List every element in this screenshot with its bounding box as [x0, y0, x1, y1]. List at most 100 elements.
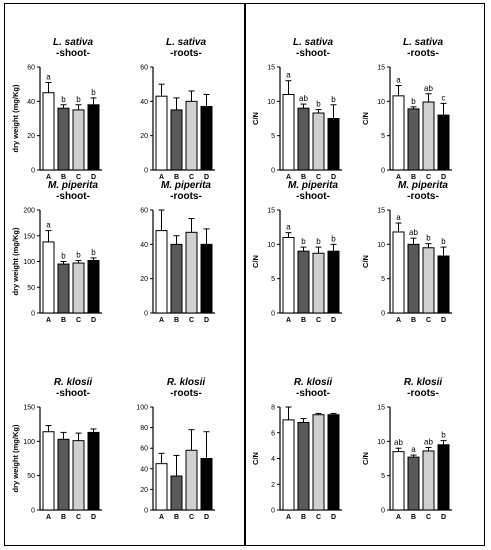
chart-12-x-tick-label: D: [441, 514, 446, 521]
chart-11-x-tick-label: C: [316, 514, 321, 521]
chart-7-bar-B: [297, 250, 310, 314]
chart-7-y-tick-label: 5: [271, 276, 275, 283]
chart-9-x-tick-label: B: [61, 514, 66, 521]
chart-5-y-tick-label: 150: [23, 233, 35, 240]
chart-12-y-tick-label: 0: [381, 508, 385, 515]
chart-9-bar-C: [72, 440, 85, 511]
chart-7-subtitle: -shoot-: [296, 191, 330, 202]
chart-10-y-tick-label: 80: [140, 425, 148, 432]
chart-1-x-tick-label: C: [76, 174, 81, 181]
chart-5-subtitle: -shoot-: [56, 191, 90, 202]
chart-3-y-tick-label: 15: [267, 65, 275, 72]
chart-8-bar-B: [407, 243, 420, 314]
chart-5-y-label: dry weight (mg/Kg): [11, 227, 20, 295]
chart-12-sig-letter: ab: [424, 438, 433, 447]
chart-2-x-tick-label: D: [204, 174, 209, 181]
chart-1-sig-letter: a: [46, 72, 51, 81]
chart-1-y-tick-label: 40: [27, 99, 35, 106]
chart-7-x-tick-label: B: [301, 317, 306, 324]
chart-12-x-tick-label: C: [426, 514, 431, 521]
chart-3-sig-letter: b: [316, 100, 321, 109]
chart-11-bar-B: [297, 421, 310, 511]
chart-6-subtitle: -roots-: [170, 191, 202, 202]
chart-10-y-tick-label: 100: [136, 405, 148, 412]
chart-10-bar-B: [170, 475, 183, 511]
chart-2-y-tick-label: 20: [140, 133, 148, 140]
chart-4-title: L. sativa: [403, 37, 443, 48]
chart-5-bar-A: [42, 241, 55, 314]
chart-1-x-tick-label: A: [46, 174, 51, 181]
chart-2-subtitle: -roots-: [170, 48, 202, 59]
chart-2-bar-B: [170, 109, 183, 171]
chart-3-x-tick-label: C: [316, 174, 321, 181]
chart-1-y-tick-label: 60: [27, 65, 35, 72]
chart-8-y-tick-label: 10: [377, 242, 385, 249]
chart-8-sig-letter: ab: [409, 228, 418, 237]
chart-5-y-tick-label: 100: [23, 259, 35, 266]
chart-10-y-tick-label: 60: [140, 446, 148, 453]
chart-8-y-tick-label: 15: [377, 208, 385, 215]
chart-10-title: R. klosii: [167, 377, 206, 388]
chart-3-bar-D: [327, 118, 340, 171]
chart-10-y-tick-label: 0: [144, 508, 148, 515]
chart-11-bar-A: [282, 419, 295, 511]
chart-9-bar-B: [57, 438, 70, 511]
chart-10-subtitle: -roots-: [170, 388, 202, 399]
chart-11-y-tick-label: 0: [271, 508, 275, 515]
chart-11-x-tick-label: B: [301, 514, 306, 521]
chart-1-sig-letter: b: [76, 95, 81, 104]
chart-5-y-tick-label: 0: [31, 311, 35, 318]
chart-9-y-tick-label: 50: [27, 473, 35, 480]
chart-4-sig-letter: c: [442, 93, 446, 102]
chart-9-y-tick-label: 100: [23, 439, 35, 446]
chart-3-x-tick-label: B: [301, 174, 306, 181]
chart-11-x-tick-label: D: [331, 514, 336, 521]
chart-8-sig-letter: b: [441, 237, 446, 246]
chart-4-y-tick-label: 15: [377, 65, 385, 72]
chart-3-bar-A: [282, 93, 295, 171]
chart-8-subtitle: -roots-: [407, 191, 439, 202]
chart-7-bar-C: [312, 252, 325, 314]
chart-1-x-tick-label: B: [61, 174, 66, 181]
chart-4-x-tick-label: D: [441, 174, 446, 181]
chart-8-bar-D: [437, 255, 450, 314]
chart-1-title: L. sativa: [53, 37, 93, 48]
chart-12-subtitle: -roots-: [407, 388, 439, 399]
chart-9-title: R. klosii: [54, 377, 93, 388]
chart-9-subtitle: -shoot-: [56, 388, 90, 399]
chart-11-bar-C: [312, 414, 325, 511]
chart-9-x-tick-label: D: [91, 514, 96, 521]
chart-12-y-tick-label: 15: [377, 405, 385, 412]
chart-12-y-tick-label: 5: [381, 473, 385, 480]
chart-8-y-tick-label: 0: [381, 311, 385, 318]
chart-3-y-tick-label: 10: [267, 99, 275, 106]
chart-5-sig-letter: b: [76, 250, 81, 259]
chart-7-y-tick-label: 15: [267, 208, 275, 215]
chart-12-sig-letter: a: [411, 445, 416, 454]
chart-6-bar-A: [155, 230, 168, 314]
chart-9-bar-D: [87, 431, 100, 511]
chart-9-x-tick-label: A: [46, 514, 51, 521]
chart-10-bar-C: [185, 449, 198, 511]
chart-6-y-tick-label: 60: [140, 208, 148, 215]
chart-5-title: M. piperita: [48, 180, 98, 191]
chart-5-sig-letter: a: [46, 221, 51, 230]
chart-12-y-label: C/N: [361, 452, 370, 465]
chart-4-y-tick-label: 10: [377, 99, 385, 106]
chart-4-subtitle: -roots-: [407, 48, 439, 59]
chart-3-sig-letter: ab: [299, 94, 308, 103]
chart-12-sig-letter: ab: [394, 438, 403, 447]
chart-6-y-tick-label: 20: [140, 276, 148, 283]
chart-4-bar-C: [422, 101, 435, 171]
chart-9-y-tick-label: 150: [23, 405, 35, 412]
chart-12-x-tick-label: B: [411, 514, 416, 521]
chart-7-bar-A: [282, 236, 295, 314]
chart-9-y-label: dry weight (mg/Kg): [11, 424, 20, 492]
chart-3-y-tick-label: 0: [271, 168, 275, 175]
chart-11-subtitle: -shoot-: [296, 388, 330, 399]
chart-5-sig-letter: b: [61, 252, 66, 261]
chart-6-bar-C: [185, 231, 198, 314]
chart-8-sig-letter: a: [396, 213, 401, 222]
chart-1-y-tick-label: 0: [31, 168, 35, 175]
chart-2-bar-C: [185, 100, 198, 171]
